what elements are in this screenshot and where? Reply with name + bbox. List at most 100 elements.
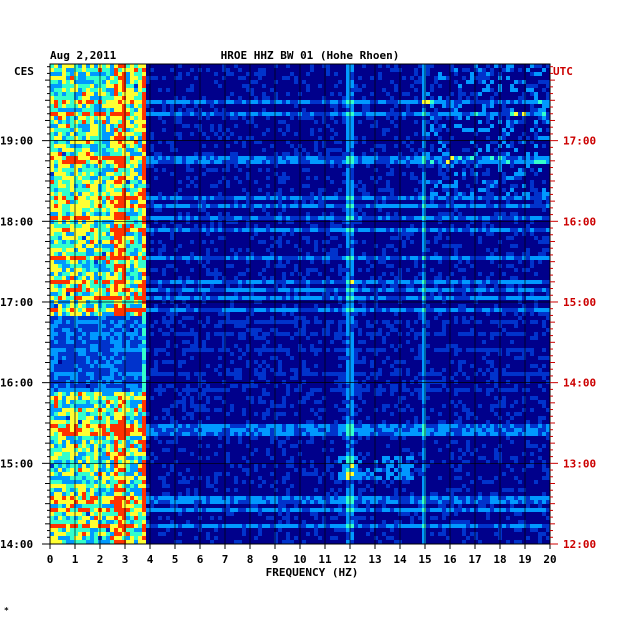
spectrogram-cell	[222, 152, 227, 157]
spectrogram-cell	[262, 152, 267, 157]
spectrogram-cell	[138, 64, 143, 69]
spectrogram-cell	[338, 68, 343, 73]
spectrogram-cell	[334, 104, 339, 109]
spectrogram-cell	[466, 64, 471, 69]
spectrogram-cell	[338, 144, 343, 149]
spectrogram-cell	[278, 188, 283, 193]
spectrogram-cell	[266, 68, 271, 73]
spectrogram-cell	[326, 64, 331, 69]
spectrogram-cell	[118, 156, 123, 161]
spectrogram-cell	[338, 140, 343, 145]
spectrogram-cell	[450, 116, 455, 121]
spectrogram-cell	[274, 176, 279, 181]
spectrogram-cell	[462, 144, 467, 149]
spectrogram-cell	[302, 188, 307, 193]
spectrogram-cell	[194, 132, 199, 137]
spectrogram-cell	[66, 168, 71, 173]
spectrogram-cell	[158, 68, 163, 73]
spectrogram-cell	[278, 168, 283, 173]
spectrogram-cell	[170, 196, 175, 201]
spectrogram-cell	[94, 196, 99, 201]
spectrogram-cell	[154, 172, 159, 177]
spectrogram-cell	[406, 128, 411, 133]
spectrogram-cell	[150, 184, 155, 189]
spectrogram-cell	[286, 80, 291, 85]
spectrogram-cell	[490, 184, 495, 189]
spectrogram-cell	[270, 112, 275, 117]
spectrogram-cell	[130, 220, 135, 225]
spectrogram-cell	[402, 68, 407, 73]
spectrogram-cell	[226, 152, 231, 157]
spectrogram-cell	[354, 140, 359, 145]
spectrogram-cell	[222, 188, 227, 193]
spectrogram-cell	[50, 84, 55, 89]
spectrogram-cell	[134, 124, 139, 129]
spectrogram-cell	[314, 156, 319, 161]
spectrogram-cell	[138, 204, 143, 209]
spectrogram-cell	[186, 124, 191, 129]
spectrogram-cell	[154, 164, 159, 169]
spectrogram-cell	[318, 140, 323, 145]
spectrogram-cell	[94, 172, 99, 177]
spectrogram-cell	[434, 96, 439, 101]
spectrogram-cell	[402, 168, 407, 173]
spectrogram-cell	[534, 212, 539, 217]
spectrogram-cell	[330, 196, 335, 201]
spectrogram-cell	[422, 124, 427, 129]
spectrogram-cell	[266, 196, 271, 201]
spectrogram-cell	[426, 64, 431, 69]
spectrogram-cell	[294, 116, 299, 121]
spectrogram-cell	[390, 204, 395, 209]
spectrogram-cell	[146, 124, 151, 129]
spectrogram-cell	[150, 64, 155, 69]
spectrogram-cell	[118, 88, 123, 93]
spectrogram-cell	[302, 68, 307, 73]
spectrogram-cell	[202, 140, 207, 145]
spectrogram-cell	[410, 192, 415, 197]
spectrogram-cell	[94, 176, 99, 181]
spectrogram-cell	[106, 192, 111, 197]
spectrogram-cell	[394, 192, 399, 197]
spectrogram-cell	[438, 96, 443, 101]
spectrogram-cell	[406, 76, 411, 81]
spectrogram-cell	[530, 156, 535, 161]
spectrogram-cell	[482, 172, 487, 177]
spectrogram-cell	[142, 128, 147, 133]
spectrogram-cell	[534, 72, 539, 77]
spectrogram-cell	[518, 88, 523, 93]
spectrogram-cell	[434, 176, 439, 181]
spectrogram-cell	[390, 84, 395, 89]
spectrogram-cell	[314, 196, 319, 201]
spectrogram-cell	[294, 204, 299, 209]
spectrogram-cell	[478, 72, 483, 77]
spectrogram-cell	[514, 96, 519, 101]
spectrogram-cell	[406, 100, 411, 105]
spectrogram-cell	[206, 148, 211, 153]
spectrogram-cell	[238, 188, 243, 193]
spectrogram-cell	[138, 160, 143, 165]
spectrogram-cell	[514, 156, 519, 161]
spectrogram-cell	[370, 76, 375, 81]
spectrogram-cell	[142, 208, 147, 213]
spectrogram-cell	[430, 112, 435, 117]
spectrogram-cell	[494, 100, 499, 105]
spectrogram-cell	[138, 80, 143, 85]
spectrogram-cell	[342, 108, 347, 113]
spectrogram-cell	[378, 172, 383, 177]
spectrogram-cell	[158, 96, 163, 101]
spectrogram-cell	[250, 108, 255, 113]
spectrogram-cell	[174, 64, 179, 69]
spectrogram-cell	[306, 156, 311, 161]
spectrogram-cell	[78, 180, 83, 185]
spectrogram-cell	[478, 116, 483, 121]
spectrogram-cell	[546, 156, 551, 161]
spectrogram-cell	[158, 72, 163, 77]
spectrogram-cell	[530, 104, 535, 109]
spectrogram-cell	[370, 168, 375, 173]
spectrogram-cell	[106, 68, 111, 73]
spectrogram-cell	[254, 108, 259, 113]
spectrogram-cell	[478, 64, 483, 69]
spectrogram-cell	[54, 168, 59, 173]
spectrogram-cell	[358, 92, 363, 97]
spectrogram-cell	[166, 200, 171, 205]
